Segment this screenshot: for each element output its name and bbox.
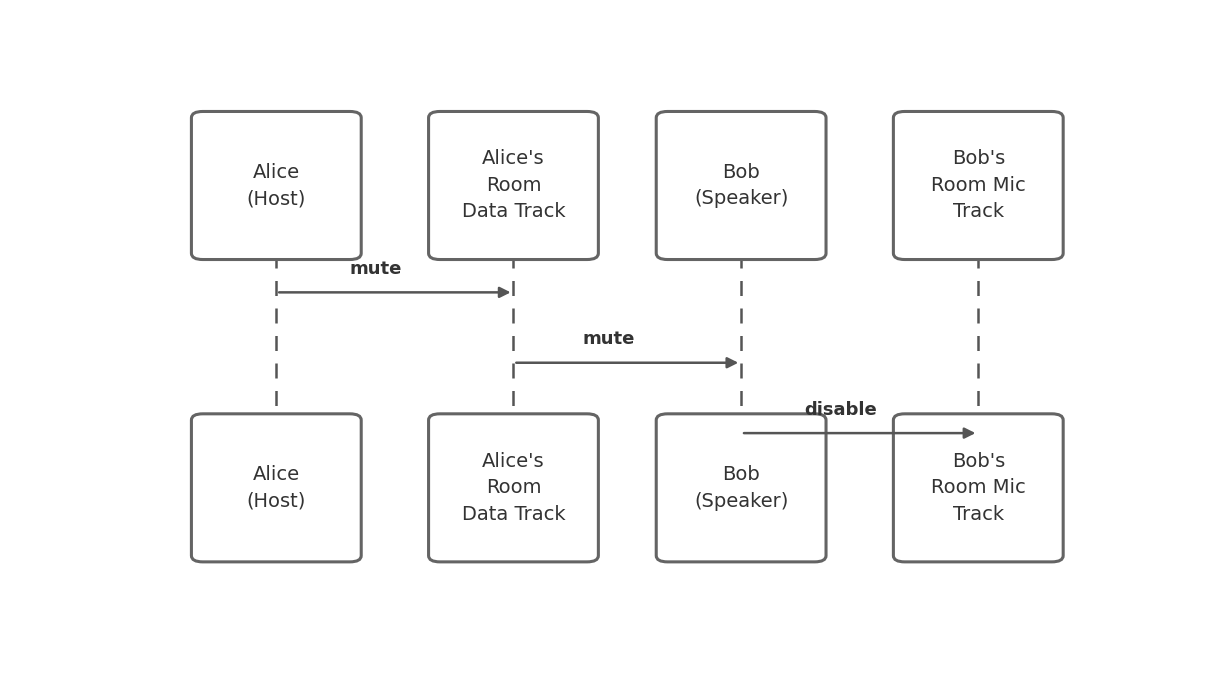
FancyBboxPatch shape — [656, 414, 826, 562]
FancyBboxPatch shape — [428, 112, 599, 259]
Text: Alice
(Host): Alice (Host) — [246, 465, 306, 510]
Text: mute: mute — [350, 260, 403, 278]
Text: Alice's
Room
Data Track: Alice's Room Data Track — [461, 150, 565, 221]
Text: Bob's
Room Mic
Track: Bob's Room Mic Track — [931, 150, 1026, 221]
Text: Bob's
Room Mic
Track: Bob's Room Mic Track — [931, 452, 1026, 524]
FancyBboxPatch shape — [656, 112, 826, 259]
Text: Bob
(Speaker): Bob (Speaker) — [694, 162, 788, 209]
Text: Bob
(Speaker): Bob (Speaker) — [694, 465, 788, 510]
Text: Alice
(Host): Alice (Host) — [246, 162, 306, 209]
FancyBboxPatch shape — [894, 112, 1064, 259]
FancyBboxPatch shape — [191, 414, 361, 562]
Text: Alice's
Room
Data Track: Alice's Room Data Track — [461, 452, 565, 524]
Text: disable: disable — [804, 401, 878, 418]
FancyBboxPatch shape — [894, 414, 1064, 562]
FancyBboxPatch shape — [191, 112, 361, 259]
FancyBboxPatch shape — [428, 414, 599, 562]
Text: mute: mute — [583, 330, 634, 348]
